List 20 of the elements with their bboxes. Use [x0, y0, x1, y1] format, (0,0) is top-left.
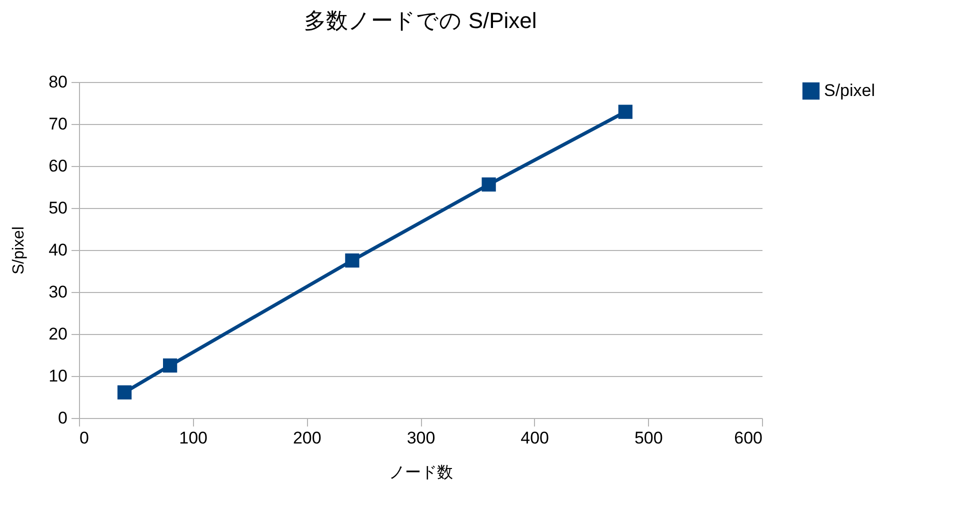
legend-label: S/pixel: [824, 81, 876, 100]
y-tick-label: 10: [48, 366, 68, 386]
y-tick-label: 30: [48, 282, 68, 302]
x-tick-label: 500: [634, 428, 663, 448]
y-tick-label: 60: [48, 156, 68, 176]
y-tick-label: 50: [48, 198, 68, 218]
x-tick-label: 400: [520, 428, 550, 448]
y-axis-title: S/pixel: [10, 226, 28, 275]
y-tick-label: 70: [48, 114, 68, 134]
y-tick-label: 20: [48, 324, 68, 344]
chart-title: 多数ノードでの S/Pixel: [304, 8, 537, 33]
y-tick-label: 0: [58, 408, 68, 428]
y-tick-label: 40: [48, 240, 68, 260]
x-tick-label: 200: [292, 428, 322, 448]
x-tick-label: 300: [406, 428, 436, 448]
y-tick-label: 80: [48, 72, 68, 92]
x-tick-label: 600: [734, 428, 762, 448]
x-axis-title: ノード数: [389, 464, 453, 482]
x-tick-label: 0: [80, 428, 89, 448]
x-tick-label: 100: [179, 428, 208, 448]
